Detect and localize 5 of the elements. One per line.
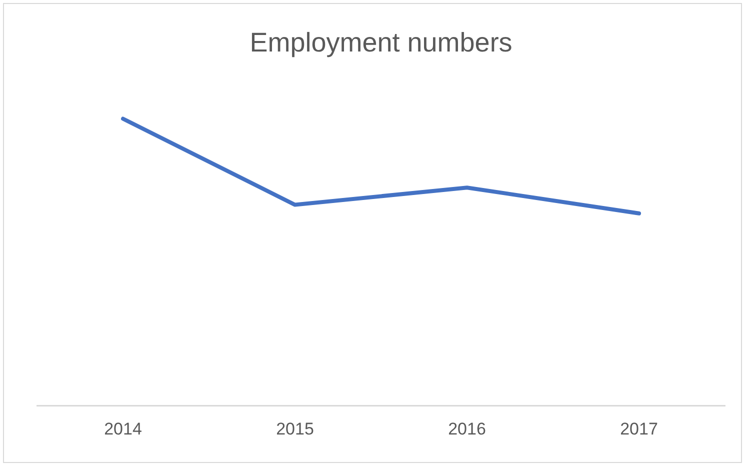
x-tick-label: 2017 (620, 419, 658, 438)
chart-title: Employment numbers (250, 28, 512, 58)
x-tick-label: 2016 (448, 419, 486, 438)
x-tick-label: 2014 (104, 419, 142, 438)
x-tick-label: 2015 (276, 419, 314, 438)
